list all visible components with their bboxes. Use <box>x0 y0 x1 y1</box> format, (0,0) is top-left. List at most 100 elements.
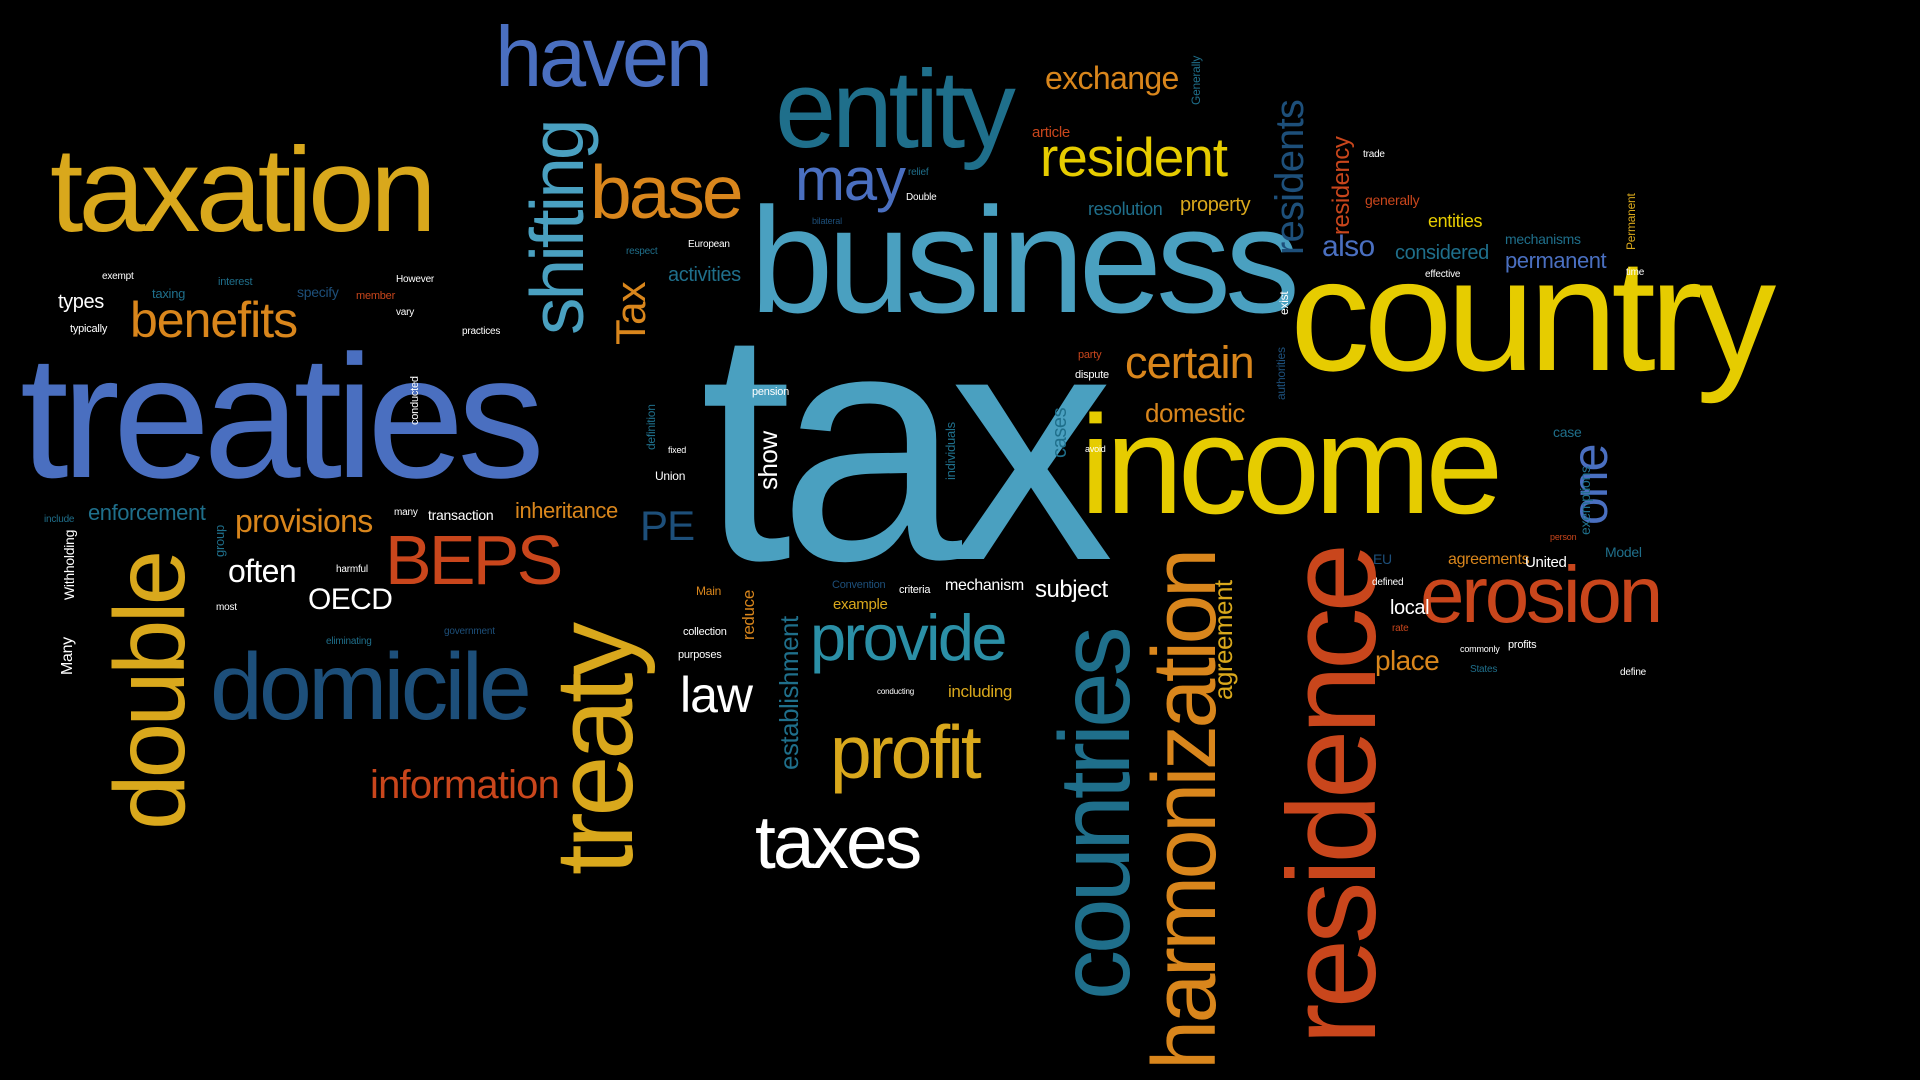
word-taxation: taxation <box>50 123 437 257</box>
word-time: time <box>1626 267 1645 278</box>
word-exempt: exempt <box>102 271 134 282</box>
word-permanent: permanent <box>1505 248 1607 273</box>
word-effective: effective <box>1425 269 1461 280</box>
word-establishment: establishment <box>774 616 804 770</box>
word-person: person <box>1550 532 1577 542</box>
word-harmful: harmful <box>336 564 368 575</box>
word-agreements: agreements <box>1448 551 1530 568</box>
word-generally: generally <box>1365 192 1420 208</box>
word-also: also <box>1322 230 1375 263</box>
word-many: Many <box>59 637 76 675</box>
word-show: show <box>753 431 783 490</box>
word-pe: PE <box>640 502 695 549</box>
word-shifting: shifting <box>515 121 599 335</box>
word-avoid: avoid <box>1085 444 1106 454</box>
word-defined: defined <box>1372 577 1404 588</box>
word-residency: residency <box>1328 136 1355 235</box>
word-mechanisms: mechanisms <box>1505 231 1581 247</box>
word-provisions: provisions <box>235 503 373 539</box>
word-activities: activities <box>668 264 741 286</box>
word-provide: provide <box>810 601 1008 674</box>
word-convention: Convention <box>832 579 886 591</box>
word-local: local <box>1390 597 1430 619</box>
word-many: many <box>394 507 418 518</box>
word-taxing: taxing <box>152 286 186 301</box>
word-eu: EU <box>1373 551 1392 567</box>
word-property: property <box>1180 194 1251 216</box>
word-income: income <box>1080 386 1503 543</box>
word-may: may <box>795 146 906 213</box>
word-include: include <box>44 514 75 525</box>
word-residents: residents <box>1268 99 1312 255</box>
word-transaction: transaction <box>428 507 494 523</box>
word-government: government <box>444 626 495 637</box>
word-party: party <box>1078 349 1102 361</box>
word-generally: Generally <box>1189 55 1203 105</box>
word-entity: entity <box>775 48 1016 171</box>
word-conducting: conducting <box>877 687 915 696</box>
word-mechanism: mechanism <box>945 577 1024 594</box>
word-certain: certain <box>1125 337 1255 388</box>
word-authorities: authorities <box>1274 347 1288 400</box>
word-permanent: Permanent <box>1624 193 1638 250</box>
word-inheritance: inheritance <box>515 498 618 523</box>
word-profit: profit <box>830 710 982 794</box>
word-double: double <box>94 553 206 830</box>
word-treaty: treaty <box>533 626 656 875</box>
word-pension: pension <box>752 386 789 398</box>
word-example: example <box>833 596 888 613</box>
word-relief: relief <box>908 167 929 178</box>
word-law: law <box>680 667 753 723</box>
word-individuals: individuals <box>943 422 958 480</box>
word-country: country <box>1290 225 1776 404</box>
word-agreement: agreement <box>1208 580 1238 700</box>
word-countries: countries <box>1039 630 1151 1000</box>
word-typically: typically <box>70 323 108 335</box>
word-tax: tax <box>700 260 1114 629</box>
word-fixed: fixed <box>668 445 687 455</box>
word-benefits: benefits <box>130 292 298 348</box>
word-including: including <box>948 682 1013 701</box>
word-types: types <box>58 291 104 313</box>
word-haven: haven <box>495 10 713 105</box>
word-withholding: Withholding <box>61 529 77 600</box>
word-exchange: exchange <box>1045 60 1179 96</box>
word-model: Model <box>1605 544 1642 560</box>
word-oecd: OECD <box>308 583 393 616</box>
word-dispute: dispute <box>1075 369 1109 381</box>
word-double: Double <box>906 192 937 203</box>
word-resident: resident <box>1040 126 1228 188</box>
word-interest: interest <box>218 276 253 288</box>
word-article: article <box>1032 124 1070 141</box>
word-tax: Tax <box>607 282 654 345</box>
word-domestic: domestic <box>1145 398 1245 428</box>
word-resolution: resolution <box>1088 199 1163 219</box>
word-information: information <box>370 763 560 807</box>
word-reduce: reduce <box>739 590 758 640</box>
word-conducted: conducted <box>409 376 421 425</box>
word-domicile: domicile <box>210 634 532 740</box>
word-exemptions: exemptions <box>1577 466 1593 535</box>
word-definition: definition <box>644 404 658 450</box>
word-states: States <box>1470 664 1498 675</box>
word-specify: specify <box>297 284 339 300</box>
word-erosion: erosion <box>1420 550 1663 639</box>
word-entities: entities <box>1428 211 1483 231</box>
word-member: member <box>356 290 396 302</box>
word-beps: BEPS <box>385 521 563 599</box>
word-business: business <box>750 176 1300 344</box>
word-group: group <box>212 525 227 557</box>
word-however: However <box>396 274 435 285</box>
word-most: most <box>216 602 237 613</box>
word-residence: residence <box>1263 548 1402 1045</box>
word-collection: collection <box>683 626 727 638</box>
word-bilateral: bilateral <box>812 216 842 226</box>
word-commonly: commonly <box>1460 644 1500 654</box>
word-place: place <box>1375 645 1440 676</box>
word-criteria: criteria <box>899 584 931 596</box>
word-european: European <box>688 239 730 250</box>
word-cases: cases <box>1049 407 1071 458</box>
word-respect: respect <box>626 246 658 257</box>
word-define: define <box>1620 667 1647 678</box>
